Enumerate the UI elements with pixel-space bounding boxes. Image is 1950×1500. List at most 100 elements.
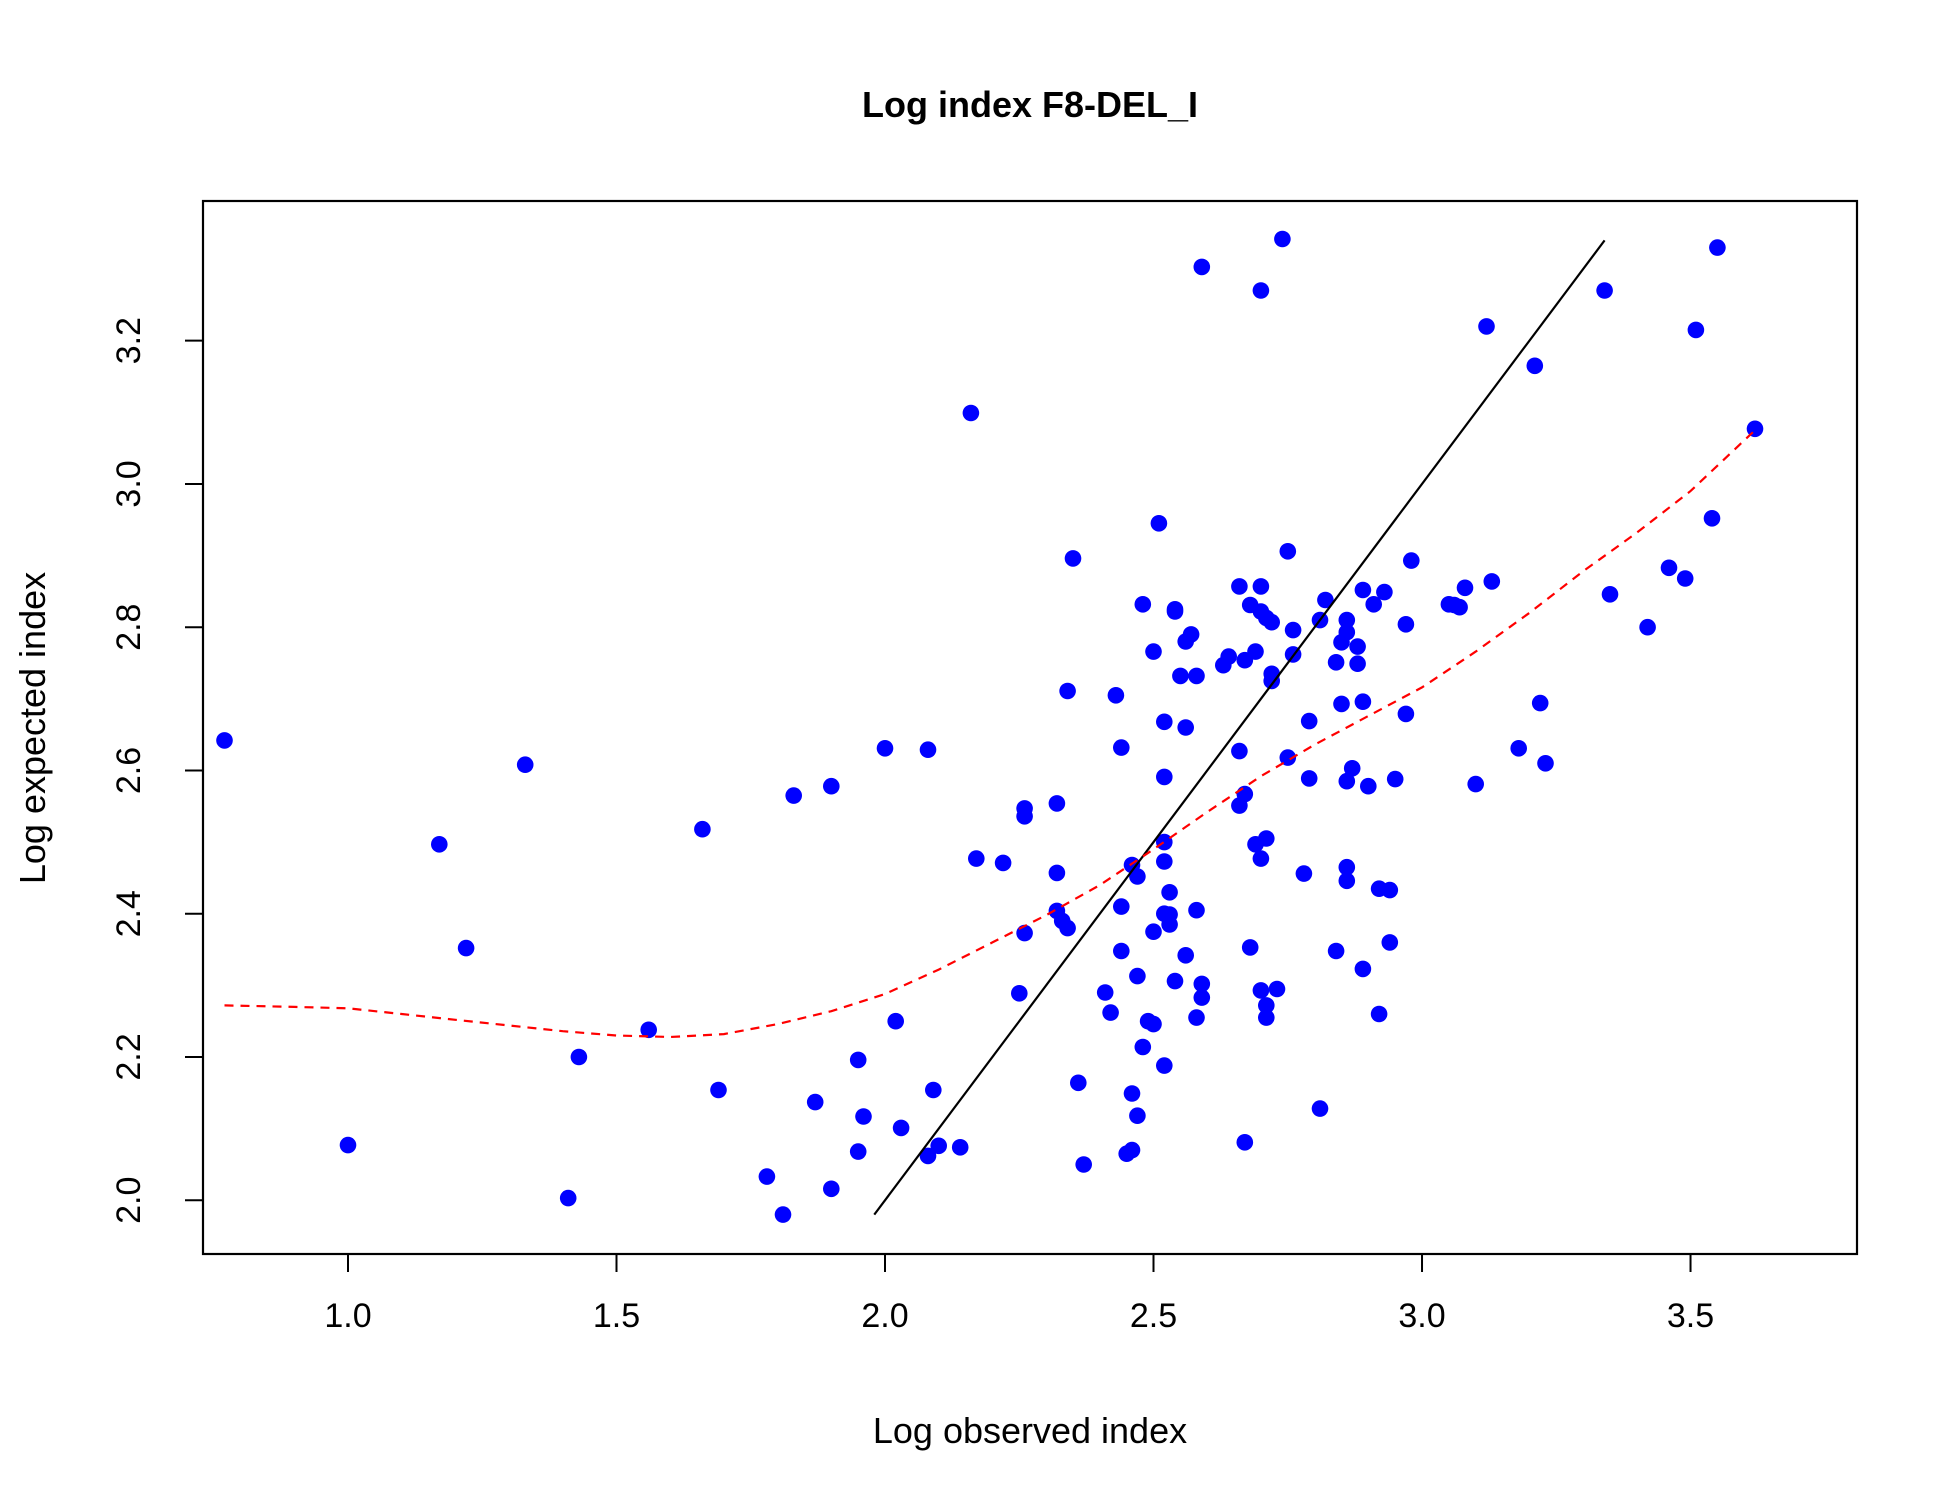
data-point	[1166, 972, 1184, 990]
data-point	[1531, 694, 1549, 712]
data-point	[1338, 858, 1356, 876]
data-point	[1381, 881, 1399, 899]
data-point	[1284, 621, 1302, 639]
data-point	[951, 1139, 969, 1156]
data-point	[1258, 1009, 1275, 1026]
data-point	[1193, 975, 1211, 993]
data-point	[1537, 755, 1554, 772]
x-tick-label: 3.5	[1667, 1297, 1714, 1335]
data-point	[806, 1093, 824, 1111]
data-point	[1156, 713, 1173, 731]
data-point	[994, 854, 1012, 872]
chart-title: Log index F8-DEL_I	[862, 84, 1198, 125]
data-point	[785, 787, 802, 804]
data-point	[892, 1119, 910, 1137]
data-point	[1263, 613, 1280, 631]
data-point	[823, 777, 840, 795]
data-point	[1467, 775, 1484, 793]
data-point	[1247, 643, 1264, 660]
x-axis: 1.0 1.5 2.0 2.5 3.0 3.5	[324, 1253, 1714, 1335]
data-point	[1156, 768, 1173, 786]
data-point	[1639, 618, 1656, 636]
data-point	[1064, 550, 1082, 567]
data-point	[1059, 682, 1076, 700]
data-point	[1177, 719, 1194, 736]
data-point	[570, 1048, 588, 1066]
y-axis-label: Log expected index	[12, 572, 53, 884]
data-point	[1193, 258, 1211, 276]
x-tick-label: 2.0	[861, 1297, 908, 1335]
data-point	[1660, 559, 1678, 577]
data-point	[1102, 1004, 1119, 1021]
data-point	[1252, 282, 1270, 299]
data-point	[1048, 795, 1066, 812]
data-point	[1386, 770, 1404, 788]
data-point	[1397, 705, 1415, 723]
y-tick-label: 2.8	[110, 604, 148, 651]
data-point	[1129, 967, 1146, 985]
data-point	[849, 1143, 867, 1160]
data-point	[925, 1081, 942, 1099]
data-point	[1096, 984, 1114, 1001]
data-point	[339, 1136, 357, 1154]
data-point	[1107, 687, 1125, 704]
data-point	[1354, 693, 1372, 710]
data-point	[1381, 934, 1399, 951]
data-point	[1113, 942, 1130, 960]
y-tick-label: 3.0	[110, 460, 148, 507]
identity-line	[873, 239, 1606, 1216]
data-point	[1333, 695, 1350, 713]
data-point	[1252, 850, 1270, 867]
data-point	[1295, 865, 1313, 882]
x-tick-label: 3.0	[1398, 1297, 1445, 1335]
data-point	[1182, 626, 1200, 643]
data-point	[1236, 785, 1254, 803]
data-point	[919, 741, 937, 758]
data-point	[1397, 616, 1415, 633]
data-point	[887, 1012, 904, 1030]
data-point	[1349, 638, 1366, 655]
data-point	[1338, 772, 1356, 790]
data-point	[1011, 985, 1028, 1002]
data-point	[1129, 1107, 1146, 1124]
data-point	[1059, 919, 1076, 937]
data-point	[1349, 655, 1366, 672]
data-point	[1188, 901, 1205, 919]
data-point	[1510, 740, 1527, 757]
data-point	[1236, 1134, 1254, 1151]
data-point	[919, 1147, 937, 1165]
data-point	[1263, 665, 1280, 683]
data-point	[1268, 980, 1286, 998]
data-point	[1274, 230, 1291, 248]
data-point	[1048, 864, 1066, 882]
data-point	[1134, 1038, 1152, 1056]
data-point	[1188, 1009, 1205, 1026]
data-point	[1231, 578, 1248, 595]
data-point	[1365, 596, 1382, 613]
data-point	[1188, 667, 1205, 685]
data-point	[930, 1137, 947, 1155]
data-points	[216, 230, 1764, 1223]
data-point	[559, 1189, 577, 1207]
data-point	[823, 1180, 840, 1198]
data-point	[1354, 960, 1372, 978]
data-point	[1172, 667, 1189, 685]
data-point	[1403, 552, 1420, 569]
data-point	[1709, 239, 1726, 256]
x-axis-label: Log observed index	[873, 1410, 1187, 1451]
data-point	[1231, 742, 1248, 760]
data-point	[1113, 739, 1130, 756]
data-point	[1526, 357, 1544, 375]
data-point	[1145, 643, 1162, 660]
x-tick-label: 1.0	[324, 1297, 371, 1335]
data-point	[1156, 853, 1173, 870]
y-tick-label: 2.2	[110, 1033, 148, 1080]
data-point	[1252, 578, 1270, 595]
data-point	[1016, 808, 1033, 825]
data-point	[774, 1206, 792, 1223]
data-point	[968, 850, 985, 867]
y-tick-label: 2.0	[110, 1177, 148, 1224]
data-point	[1070, 1074, 1087, 1092]
data-point	[1279, 749, 1297, 766]
data-point	[1300, 770, 1318, 787]
